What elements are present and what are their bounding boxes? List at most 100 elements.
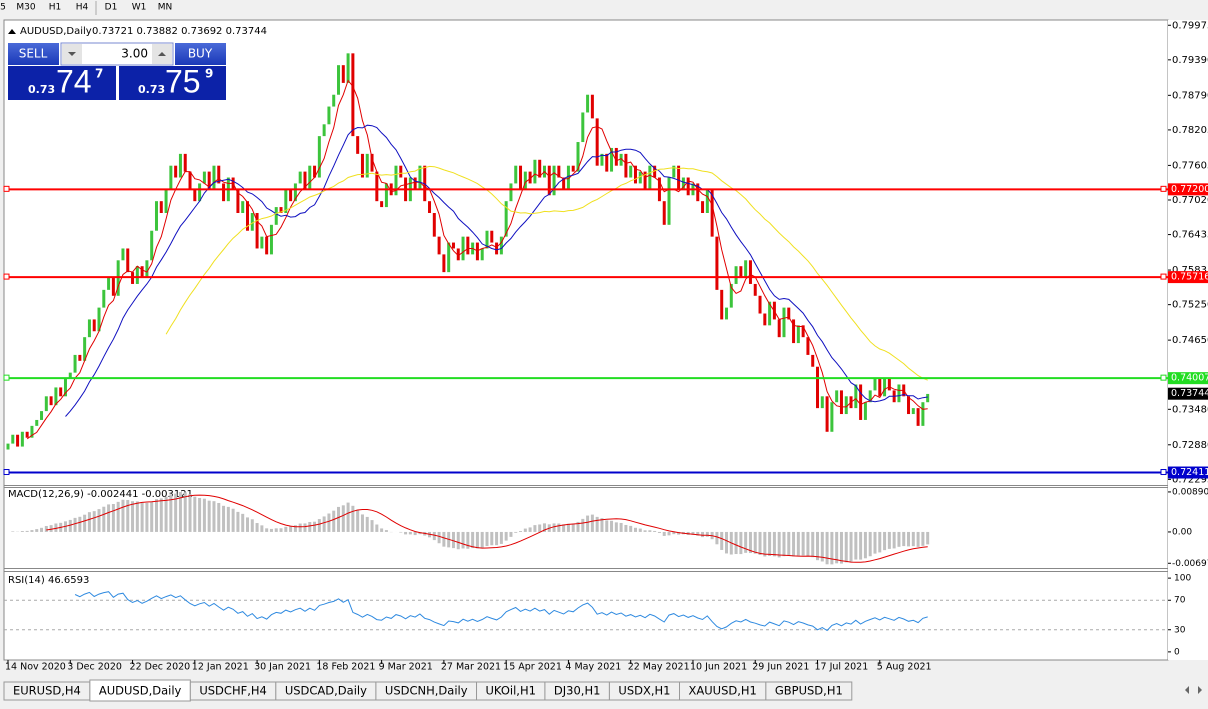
- tab-label[interactable]: USDCHF,H4: [199, 684, 266, 698]
- candle: [701, 201, 705, 213]
- scroll-right[interactable]: [1198, 686, 1202, 694]
- candle: [121, 248, 125, 261]
- y-tick-label: 0.76435: [1172, 230, 1208, 241]
- macd-bar: [413, 531, 417, 536]
- last-price: 0.73744: [1171, 388, 1208, 399]
- macd-bar: [586, 515, 590, 532]
- macd-bar: [552, 523, 556, 532]
- macd-bar: [705, 531, 709, 537]
- price-prefix: 0.73: [28, 83, 55, 96]
- timeframe[interactable]: H1: [49, 3, 62, 13]
- macd-bar: [437, 531, 441, 544]
- candle: [648, 165, 652, 190]
- candle: [169, 165, 173, 190]
- macd-bar: [485, 531, 489, 547]
- tab-label[interactable]: USDCNH,Daily: [385, 684, 468, 698]
- buy-price-box[interactable]: [119, 66, 226, 100]
- macd-bar: [274, 528, 278, 532]
- candle: [562, 177, 566, 190]
- timeframe[interactable]: D1: [105, 3, 118, 13]
- candle: [222, 183, 226, 202]
- macd-bar: [725, 531, 728, 554]
- macd-bar: [298, 523, 302, 532]
- macd-bar: [222, 505, 226, 532]
- macd-bar: [624, 524, 628, 532]
- macd-signal: [46, 494, 928, 563]
- candle: [140, 266, 144, 279]
- price-big: 74: [56, 63, 92, 99]
- macd-bar: [226, 506, 230, 532]
- tab-label[interactable]: GBPUSD,H1: [775, 684, 843, 698]
- macd-bar: [509, 531, 513, 537]
- candle: [341, 65, 345, 83]
- macd-bar: [863, 531, 867, 559]
- candle: [523, 171, 527, 190]
- macd-bar: [653, 530, 657, 532]
- lots-field[interactable]: [60, 42, 174, 66]
- macd-bar: [102, 506, 106, 532]
- macd-label: MACD(12,26,9) -0.002441 -0.003121: [8, 489, 193, 500]
- tab-label[interactable]: USDX,H1: [618, 684, 670, 698]
- candle: [63, 378, 67, 397]
- candle: [715, 236, 719, 290]
- candle: [777, 319, 781, 338]
- candle: [911, 408, 915, 415]
- tab[interactable]: [765, 681, 853, 701]
- level-handle: [1160, 273, 1167, 280]
- candle: [159, 201, 163, 213]
- macd-bar: [811, 531, 815, 558]
- buy-button[interactable]: [175, 43, 226, 65]
- macd-bar: [54, 523, 58, 532]
- macd-bar: [250, 519, 254, 532]
- timeframe[interactable]: H4: [76, 3, 89, 13]
- timeframe[interactable]: W1: [132, 3, 147, 13]
- tab-label[interactable]: USDCAD,Daily: [285, 684, 367, 698]
- candle: [135, 266, 139, 284]
- macd-bar: [44, 525, 48, 532]
- timeframe[interactable]: M30: [16, 3, 35, 13]
- candle: [787, 307, 791, 320]
- macd-bar: [499, 531, 503, 544]
- macd-bar: [830, 531, 834, 565]
- price-prefix: 0.73: [138, 83, 165, 96]
- tab-label[interactable]: EURUSD,H4: [13, 684, 81, 698]
- macd-bar: [236, 511, 240, 532]
- tab-label[interactable]: AUDUSD,Daily: [99, 684, 182, 698]
- sell-button[interactable]: [8, 43, 59, 65]
- scroll-left[interactable]: [1185, 686, 1189, 694]
- candle: [193, 189, 197, 202]
- candle: [394, 165, 398, 196]
- level-label: 0.74007: [1171, 373, 1208, 384]
- sell-price-box[interactable]: [8, 66, 116, 100]
- macd-bar: [753, 531, 757, 554]
- candle: [183, 153, 187, 172]
- tab-label[interactable]: DJ30,H1: [554, 684, 601, 698]
- candle: [35, 419, 39, 426]
- candle: [538, 159, 542, 178]
- candle: [102, 289, 106, 308]
- macd-bar: [571, 523, 575, 532]
- candle: [365, 153, 369, 178]
- candle: [20, 431, 24, 447]
- tab-label[interactable]: XAUUSD,H1: [689, 684, 757, 698]
- macd-bar: [183, 492, 187, 532]
- candle: [600, 153, 604, 166]
- timeframe[interactable]: 5: [0, 3, 6, 13]
- macd-bar: [164, 496, 168, 532]
- level-tag: [1168, 372, 1208, 385]
- macd-bar: [514, 531, 518, 533]
- candle: [40, 411, 44, 420]
- x-tick-label: 5 Aug 2021: [877, 662, 932, 673]
- macd-bar: [528, 527, 532, 532]
- candle: [317, 136, 321, 178]
- macd-bar: [154, 499, 158, 532]
- x-tick-label: 18 Feb 2021: [316, 662, 375, 673]
- macd-bar: [198, 497, 202, 532]
- timeframe[interactable]: MN: [158, 3, 173, 13]
- collapse-icon[interactable]: [8, 29, 16, 34]
- tab-label[interactable]: UKOil,H1: [486, 684, 536, 698]
- candle: [97, 307, 101, 332]
- macd-bar: [758, 531, 762, 555]
